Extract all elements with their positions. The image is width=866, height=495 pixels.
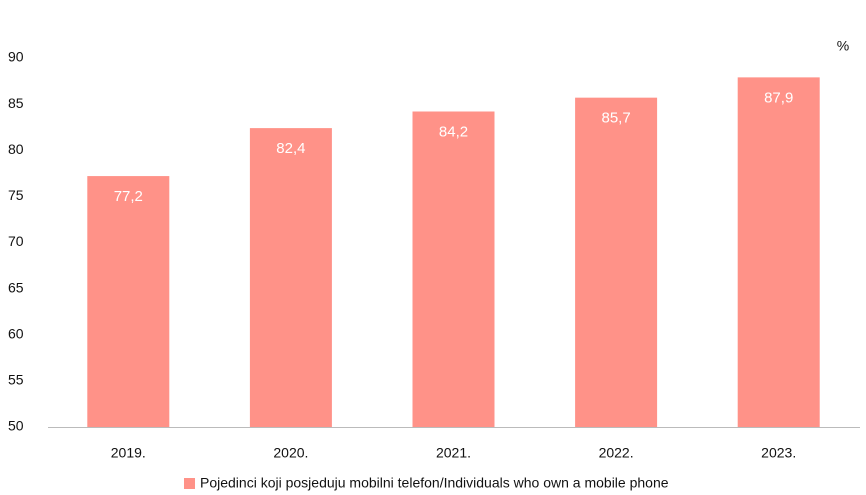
value-label: 84,2 <box>439 123 468 140</box>
y-tick-label: 65 <box>8 279 24 295</box>
x-tick-label: 2019. <box>111 445 146 461</box>
y-tick-label: 70 <box>8 233 24 249</box>
bar <box>87 176 170 427</box>
value-label: 85,7 <box>601 110 630 127</box>
y-tick-label: 80 <box>8 141 24 157</box>
y-tick-label: 85 <box>8 95 24 111</box>
y-tick-label: 50 <box>8 418 24 434</box>
y-tick-label: 90 <box>8 49 24 65</box>
bar <box>249 128 332 428</box>
value-label: 82,4 <box>276 140 305 157</box>
legend-swatch <box>184 478 195 489</box>
value-label: 87,9 <box>764 89 793 106</box>
x-tick-label: 2022. <box>599 445 634 461</box>
unit-label: % <box>837 38 849 54</box>
y-tick-label: 60 <box>8 325 24 341</box>
bar <box>575 97 658 427</box>
y-tick-label: 75 <box>8 187 24 203</box>
bar <box>737 77 820 427</box>
y-tick-label: 55 <box>8 372 24 388</box>
x-tick-label: 2020. <box>273 445 308 461</box>
x-tick-label: 2023. <box>761 445 796 461</box>
x-tick-label: 2021. <box>436 445 471 461</box>
value-label: 77,2 <box>114 188 143 205</box>
bar <box>412 111 495 427</box>
legend-label: Pojedinci koji posjeduju mobilni telefon… <box>200 475 669 491</box>
